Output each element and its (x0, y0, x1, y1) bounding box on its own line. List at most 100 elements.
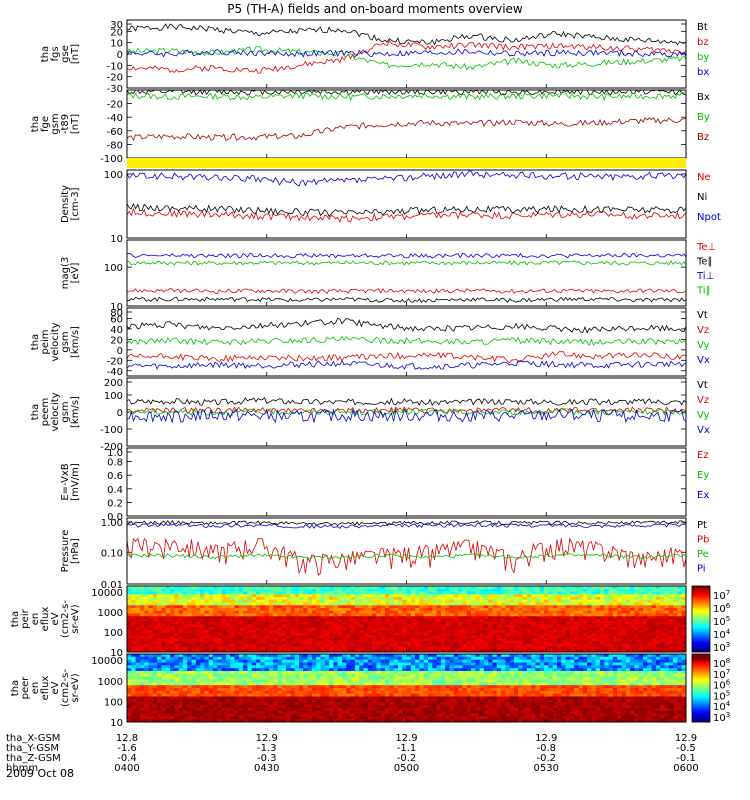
spectrogram-cell (673, 643, 678, 647)
spectrogram-cell (217, 654, 222, 658)
colorbar-segment (692, 612, 710, 615)
spectrogram-cell (200, 699, 205, 703)
spectrogram-cell (311, 605, 317, 609)
spectrogram-cell (380, 656, 386, 661)
spectrogram-cell (453, 594, 459, 598)
spectrogram-cell (281, 599, 287, 603)
spectrogram-cell (131, 649, 136, 653)
spectrogram-cell (518, 641, 523, 645)
spectrogram-cell (225, 656, 231, 661)
spectrogram-cell (397, 688, 403, 692)
spectrogram-cell (673, 605, 678, 609)
spectrogram-cell (311, 693, 317, 697)
spectrogram-cell (157, 699, 162, 703)
spectrogram-cell (329, 602, 334, 606)
spectrogram-cell (354, 673, 360, 678)
spectrogram-cell (333, 619, 339, 623)
spectrogram-cell (410, 621, 416, 625)
spectrogram-cell (496, 610, 502, 614)
spectrogram-cell (359, 627, 364, 631)
spectrogram-cell (234, 630, 240, 634)
spectrogram-cell (303, 682, 308, 686)
spectrogram-cell (385, 635, 390, 639)
spectrogram-cell (410, 638, 416, 642)
spectrogram-cell (337, 682, 343, 686)
spectrogram-cell (204, 719, 210, 723)
spectrogram-cell (681, 591, 687, 595)
spectrogram-cell (385, 654, 390, 658)
spectrogram-cell (294, 716, 300, 720)
spectrogram-cell (281, 619, 287, 623)
spectrogram-cell (617, 586, 622, 590)
spectrogram-cell (329, 627, 334, 631)
spectrogram-cell (131, 671, 136, 675)
spectrogram-cell (561, 597, 566, 601)
spectrogram-cell (316, 641, 321, 645)
spectrogram-cell (221, 705, 227, 709)
spectrogram-cell (643, 646, 648, 650)
spectrogram-cell (539, 610, 545, 614)
spectrogram-cell (660, 621, 665, 625)
y-axis-label: mag(3 (60, 257, 71, 289)
spectrogram-cell (127, 602, 132, 606)
spectrogram-cell (518, 643, 523, 647)
spectrogram-cell (260, 602, 265, 606)
spectrogram-cell (651, 619, 657, 623)
spectrogram-cell (208, 621, 214, 625)
spectrogram-cell (178, 586, 184, 590)
spectrogram-cell (174, 643, 179, 647)
spectrogram-cell (311, 713, 317, 717)
spectrogram-cell (294, 610, 300, 614)
spectrogram-cell (191, 632, 197, 636)
spectrogram-cell (372, 662, 377, 666)
spectrogram-cell (165, 682, 171, 686)
spectrogram-cell (268, 649, 274, 653)
spectrogram-cell (191, 635, 197, 639)
spectrogram-cell (638, 638, 644, 642)
spectrogram-cell (135, 632, 141, 636)
spectrogram-cell (643, 649, 648, 653)
spectrogram-cell (638, 605, 644, 609)
spectrogram-cell (268, 588, 274, 592)
spectrogram-cell (277, 693, 283, 697)
spectrogram-cell (359, 719, 364, 723)
spectrogram-cell (238, 599, 244, 603)
spectrogram-cell (178, 591, 184, 595)
spectrogram-cell (557, 605, 562, 609)
spectrogram-cell (187, 608, 192, 612)
spectrogram-cell (346, 641, 351, 645)
spectrogram-cell (342, 696, 347, 700)
spectrogram-cell (458, 649, 463, 653)
spectrogram-cell (268, 710, 274, 714)
spectrogram-cell (673, 646, 678, 650)
spectrogram-cell (187, 696, 192, 700)
spectrogram-cell (337, 632, 343, 636)
spectrogram-cell (479, 594, 485, 598)
spectrogram-cell (294, 710, 300, 714)
spectrogram-cell (600, 597, 605, 601)
spectrogram-cell (342, 638, 347, 642)
spectrogram-cell (440, 602, 446, 606)
spectrogram-cell (320, 586, 326, 590)
spectrogram-cell (290, 630, 296, 634)
spectrogram-cell (518, 616, 523, 620)
spectrogram-cell (612, 602, 618, 606)
spectrogram-cell (200, 693, 205, 697)
spectrogram-cell (329, 710, 334, 714)
spectrogram-cell (320, 591, 326, 595)
spectrogram-cell (501, 635, 506, 639)
spectrogram-cell (213, 690, 218, 695)
spectrogram-cell (225, 643, 231, 647)
spectrogram-cell (294, 613, 300, 617)
spectrogram-cell (526, 632, 532, 636)
spectrogram-cell (617, 627, 622, 631)
spectrogram-cell (350, 597, 356, 601)
spectrogram-cell (225, 616, 231, 620)
spectrogram-cell (509, 594, 515, 598)
spectrogram-cell (195, 707, 201, 712)
spectrogram-cell (668, 613, 674, 617)
spectrogram-cell (213, 702, 218, 706)
spectrogram-cell (475, 586, 480, 590)
spectrogram-cell (225, 659, 231, 663)
